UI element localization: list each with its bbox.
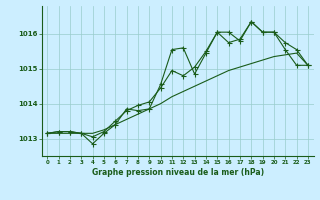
X-axis label: Graphe pression niveau de la mer (hPa): Graphe pression niveau de la mer (hPa) xyxy=(92,168,264,177)
